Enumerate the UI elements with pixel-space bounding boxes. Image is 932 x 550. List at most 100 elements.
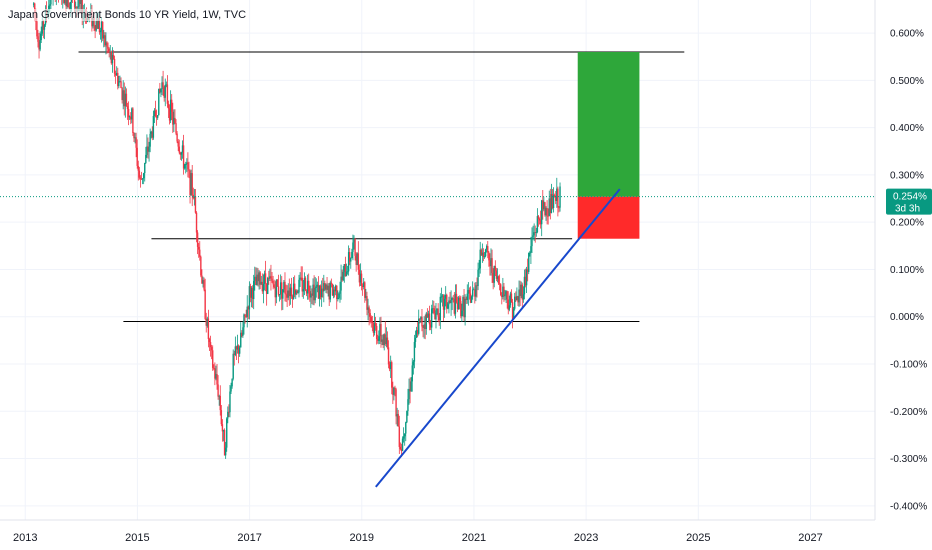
candle	[509, 291, 512, 308]
candle	[370, 315, 372, 328]
candle-body	[553, 195, 556, 197]
candle	[134, 132, 136, 144]
candle-body	[242, 327, 244, 336]
candle-body	[538, 218, 541, 221]
candle-body	[314, 287, 316, 301]
candle	[449, 292, 451, 304]
candle-body	[331, 283, 334, 296]
candle-body	[118, 81, 120, 87]
candle-body	[366, 296, 368, 310]
candle-body	[388, 364, 391, 370]
candle-body	[485, 246, 488, 250]
candle	[526, 258, 529, 282]
candle-body	[484, 249, 487, 257]
candle-body	[375, 325, 378, 340]
candle-body	[268, 277, 270, 279]
candle	[163, 85, 165, 102]
candle-body	[391, 362, 393, 388]
candle	[385, 327, 388, 348]
candle-body	[120, 81, 122, 89]
candle-body	[474, 289, 476, 297]
candle	[351, 248, 353, 259]
candle	[450, 290, 452, 316]
candle	[500, 283, 502, 297]
candle	[439, 293, 442, 330]
candle-body	[500, 284, 502, 295]
candle	[252, 274, 255, 310]
candle	[328, 282, 330, 306]
candle	[428, 305, 431, 331]
candle-body	[523, 276, 526, 295]
candle	[549, 188, 552, 220]
candle	[387, 340, 390, 369]
candle	[212, 345, 214, 371]
candle-body	[295, 290, 297, 295]
candle-body	[536, 216, 539, 233]
candle-body	[489, 260, 491, 267]
candle-body	[146, 146, 148, 155]
candle-body	[97, 20, 100, 29]
candle	[388, 361, 391, 372]
candle-body	[153, 110, 156, 116]
candle-body	[313, 284, 315, 301]
candle	[199, 241, 201, 261]
candle	[524, 268, 527, 288]
candle	[299, 272, 301, 288]
candle	[457, 295, 460, 310]
candle-body	[296, 290, 298, 293]
candle-body	[450, 300, 452, 304]
candle-body	[339, 290, 341, 294]
y-tick-label: -0.300%	[890, 454, 927, 465]
candle-body	[551, 194, 554, 208]
candle-body	[520, 284, 522, 296]
candle	[201, 269, 203, 284]
candle-body	[340, 276, 342, 291]
candle	[407, 388, 409, 416]
candle	[292, 276, 295, 300]
candle-body	[210, 347, 213, 351]
candle	[478, 259, 480, 277]
candle	[329, 280, 331, 303]
candle	[244, 314, 246, 324]
candle	[221, 419, 224, 442]
candle	[391, 360, 393, 395]
candle-body	[175, 123, 177, 134]
candle	[456, 296, 459, 313]
candle	[336, 285, 338, 310]
candle-body	[263, 273, 266, 284]
candle	[494, 260, 497, 277]
candle-body	[385, 337, 388, 345]
candle	[236, 334, 239, 354]
candle	[202, 276, 204, 288]
candle	[179, 151, 182, 160]
candle	[207, 309, 210, 348]
candle	[112, 50, 115, 60]
candle-body	[384, 334, 386, 345]
candle-body	[371, 321, 374, 323]
x-tick-label: 2017	[237, 532, 261, 544]
candle-body	[222, 430, 225, 432]
candle-body	[414, 337, 417, 342]
candle-body	[214, 368, 216, 379]
candle-body	[271, 278, 273, 281]
candle	[358, 264, 361, 287]
candle-body	[134, 137, 136, 139]
candle	[52, 0, 54, 6]
candle	[461, 303, 463, 322]
candle	[210, 344, 213, 360]
candle-body	[409, 389, 411, 392]
candle-body	[125, 93, 128, 107]
candle	[178, 139, 180, 155]
candle-body	[163, 87, 165, 98]
candle	[260, 275, 262, 285]
candle-body	[483, 256, 486, 258]
current-price-badge[interactable]: 0.254% 3d 3h	[886, 188, 932, 215]
candle-body	[342, 271, 344, 281]
candle	[128, 115, 131, 120]
candle-body	[408, 389, 410, 400]
candle-body	[251, 287, 254, 300]
candle-body	[337, 297, 339, 300]
candle-body	[319, 285, 322, 298]
candle	[121, 87, 123, 104]
